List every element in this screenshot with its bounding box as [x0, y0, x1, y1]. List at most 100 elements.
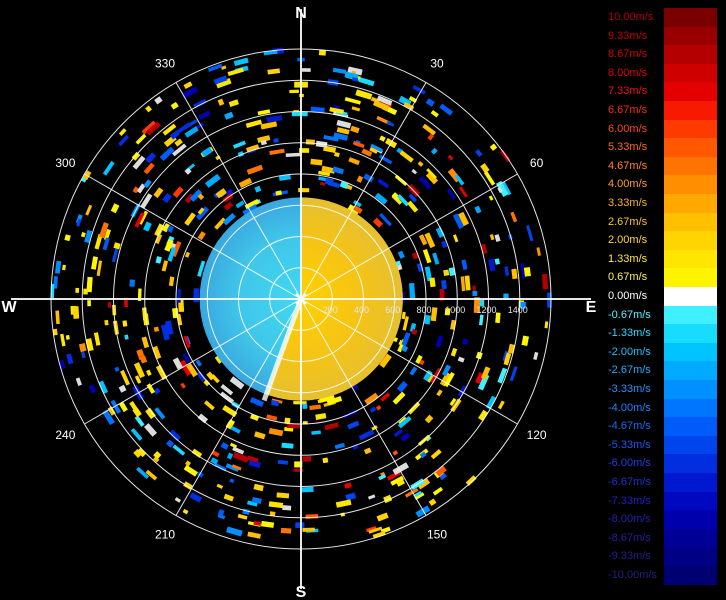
echo-gate: [483, 171, 496, 186]
echo-gate: [311, 430, 321, 435]
echo-gate: [269, 511, 276, 517]
echo-gate: [489, 143, 498, 151]
echo-gate: [358, 77, 375, 87]
legend-row: 0.67m/s: [606, 268, 718, 287]
echo-gate: [220, 384, 234, 396]
echo-gate: [352, 444, 359, 450]
echo-gate: [284, 417, 291, 425]
echo-gate: [266, 414, 278, 421]
echo-gate: [111, 246, 119, 263]
echo-gate: [411, 168, 418, 175]
echo-gate: [103, 228, 112, 241]
echo-gate: [146, 383, 156, 394]
echo-gate: [378, 474, 387, 481]
echo-gate: [458, 211, 470, 227]
echo-gate: [408, 283, 416, 299]
echo-gate: [436, 389, 443, 397]
echo-gate: [503, 293, 509, 300]
legend-swatch: [664, 305, 717, 325]
echo-gate: [145, 105, 152, 113]
echo-gate: [177, 288, 181, 303]
echo-gate: [397, 415, 412, 429]
echo-gate: [280, 527, 292, 534]
echo-gate: [447, 154, 454, 161]
echo-gate: [418, 175, 432, 190]
echo-gate: [118, 128, 127, 136]
echo-gate: [399, 150, 414, 163]
echo-gate: [85, 204, 93, 216]
echo-gate: [400, 432, 411, 442]
echo-gate: [216, 483, 224, 489]
echo-gate: [80, 232, 86, 238]
echo-gate: [392, 450, 399, 456]
compass-north: N: [295, 5, 307, 22]
echo-gate: [222, 212, 236, 226]
echo-gate: [245, 119, 263, 128]
echo-gate: [249, 397, 264, 407]
echo-gate: [196, 471, 204, 478]
echo-gate: [257, 109, 271, 116]
echo-gate: [403, 101, 415, 111]
legend-label: 9.33m/s: [608, 29, 648, 42]
range-label: 400: [354, 305, 369, 315]
legend-row: 7.33m/s: [606, 82, 718, 101]
echo-gate: [424, 314, 431, 325]
legend-label: -4.00m/s: [608, 401, 651, 414]
legend-swatch: [664, 324, 717, 343]
legend-label: 2.00m/s: [608, 234, 648, 247]
echo-gate: [197, 231, 206, 241]
echo-gate: [439, 371, 452, 387]
legend-label: 0.00m/s: [608, 290, 648, 302]
legend-swatch: [664, 26, 717, 46]
echo-gate: [235, 200, 245, 209]
echo-gate: [143, 179, 152, 189]
echo-gate: [435, 226, 445, 238]
echo-gate: [352, 140, 365, 149]
legend-swatch: [664, 63, 717, 83]
echo-gate: [59, 359, 66, 370]
echo-gate: [392, 391, 406, 405]
legend-row: -6.67m/s: [606, 473, 718, 492]
echo-gate: [509, 366, 518, 382]
range-label: 200: [323, 305, 338, 315]
echo-gate: [186, 363, 198, 378]
echo-gate: [253, 483, 264, 492]
echo-gate: [197, 413, 209, 424]
echo-gate: [217, 509, 225, 517]
legend-label: 8.00m/s: [608, 66, 648, 79]
echo-gate: [329, 107, 345, 115]
echo-gate: [401, 345, 409, 353]
echo-gate: [132, 186, 140, 194]
legend-swatch: [664, 380, 717, 399]
legend-row: -8.00m/s: [606, 510, 718, 529]
echo-gate: [229, 442, 238, 449]
echo-gate: [439, 472, 447, 481]
echo-gate: [345, 492, 357, 501]
echo-gate: [319, 181, 326, 186]
echo-gate: [352, 199, 362, 208]
echo-gate: [415, 505, 431, 518]
echo-gate: [273, 138, 279, 143]
echo-gate: [247, 531, 261, 539]
echo-gate: [430, 110, 439, 118]
azimuth-spoke: [175, 298, 302, 516]
echo-gate: [398, 416, 408, 425]
echo-gate: [379, 135, 386, 142]
echo-gate: [169, 130, 180, 140]
echo-gate: [220, 442, 229, 450]
echo-gate: [536, 247, 541, 257]
legend-row: 4.67m/s: [606, 156, 718, 176]
echo-gate: [55, 310, 60, 325]
legend-swatch: [664, 473, 717, 492]
legend-row: 9.33m/s: [606, 26, 718, 46]
echo-gate: [107, 302, 112, 308]
echo-gate: [363, 447, 372, 455]
echo-gate: [380, 392, 391, 402]
echo-gate: [93, 332, 101, 346]
echo-gate: [260, 139, 267, 146]
echo-gate: [120, 369, 130, 386]
echo-gate: [424, 414, 434, 424]
echo-gate: [162, 222, 171, 233]
echo-gate: [302, 403, 308, 409]
echo-gate: [324, 178, 334, 186]
